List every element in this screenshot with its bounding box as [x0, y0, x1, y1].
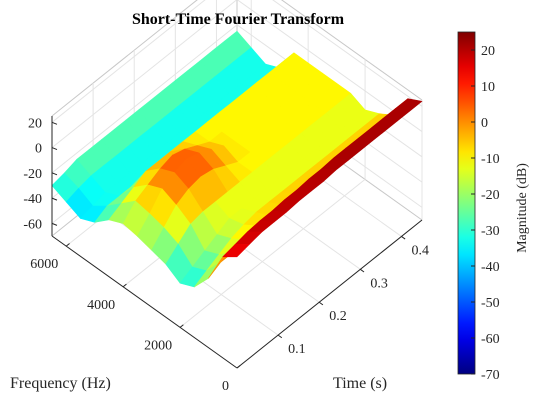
z-tick-mark	[51, 222, 58, 226]
z-tick-label: -40	[23, 192, 42, 207]
colorbar-tick-label: -40	[481, 260, 500, 275]
y-tick-mark	[122, 283, 127, 288]
axis-ticks: 0.1 0.2 0.3 0.4 0 2000 4000 6000 20 0 -20 -40 -60	[23, 116, 429, 394]
y-tick-label: 0	[222, 379, 229, 394]
x-tick-label: 0.1	[288, 342, 306, 357]
colorbar-tick-label: 0	[481, 116, 488, 131]
grid-line-z	[236, 0, 423, 132]
z-tick-mark	[51, 197, 58, 201]
y-tick-mark	[179, 324, 184, 328]
y-axis-label: Frequency (Hz)	[10, 375, 111, 392]
grid-line-z	[51, 0, 238, 148]
z-tick-label: -20	[23, 167, 42, 182]
box-edge	[280, 0, 423, 101]
colorbar-label: Magnitude (dB)	[515, 163, 530, 253]
colorbar-tick-label: 10	[481, 80, 495, 95]
x-tick-mark	[360, 268, 365, 273]
axes-box-front	[51, 116, 423, 369]
x-tick-label: 0.3	[370, 276, 388, 291]
z-tick-mark	[51, 121, 58, 125]
colorbar-tick-label: -70	[481, 368, 500, 383]
box-edge	[236, 219, 423, 369]
colorbar-tick-label: -20	[481, 188, 500, 203]
x-tick-mark	[401, 236, 406, 240]
z-tick-mark	[51, 172, 58, 176]
z-tick-mark	[51, 147, 58, 151]
colorbar: 20 10 0 -10 -20 -30 -40 -50 -60 -70	[457, 31, 500, 383]
grid-line-z	[51, 0, 206, 123]
x-tick-mark	[277, 334, 283, 339]
x-tick-label: 0.2	[329, 309, 347, 324]
x-axis-label: Time (s)	[333, 375, 387, 392]
y-tick-mark	[236, 364, 241, 369]
x-tick-label: 0.4	[411, 243, 429, 258]
grid-line-z	[272, 0, 423, 107]
y-tick-label: 4000	[87, 298, 115, 313]
colorbar-tick-label: -10	[481, 152, 500, 167]
colorbar-gradient	[457, 31, 476, 375]
y-tick-mark	[65, 243, 70, 247]
z-tick-label: -60	[23, 217, 42, 232]
colorbar-tick-label: -60	[481, 332, 500, 347]
stft-surface	[51, 30, 423, 288]
surface-cell	[222, 244, 250, 258]
colorbar-tick-label: 20	[481, 44, 495, 59]
z-tick-label: 0	[35, 142, 42, 157]
y-tick-label: 2000	[144, 338, 172, 353]
grid-line-z	[51, 24, 238, 174]
colorbar-tick-label: -50	[481, 296, 500, 311]
colorbar-tick-label: -30	[481, 224, 500, 239]
box-edge	[51, 0, 198, 117]
chart-title: Short-Time Fourier Transform	[132, 11, 345, 28]
x-tick-mark	[318, 301, 324, 306]
z-tick-label: 20	[28, 116, 42, 131]
y-tick-label: 6000	[30, 257, 58, 272]
grid-line-y	[179, 178, 366, 328]
box-edge	[51, 235, 238, 369]
